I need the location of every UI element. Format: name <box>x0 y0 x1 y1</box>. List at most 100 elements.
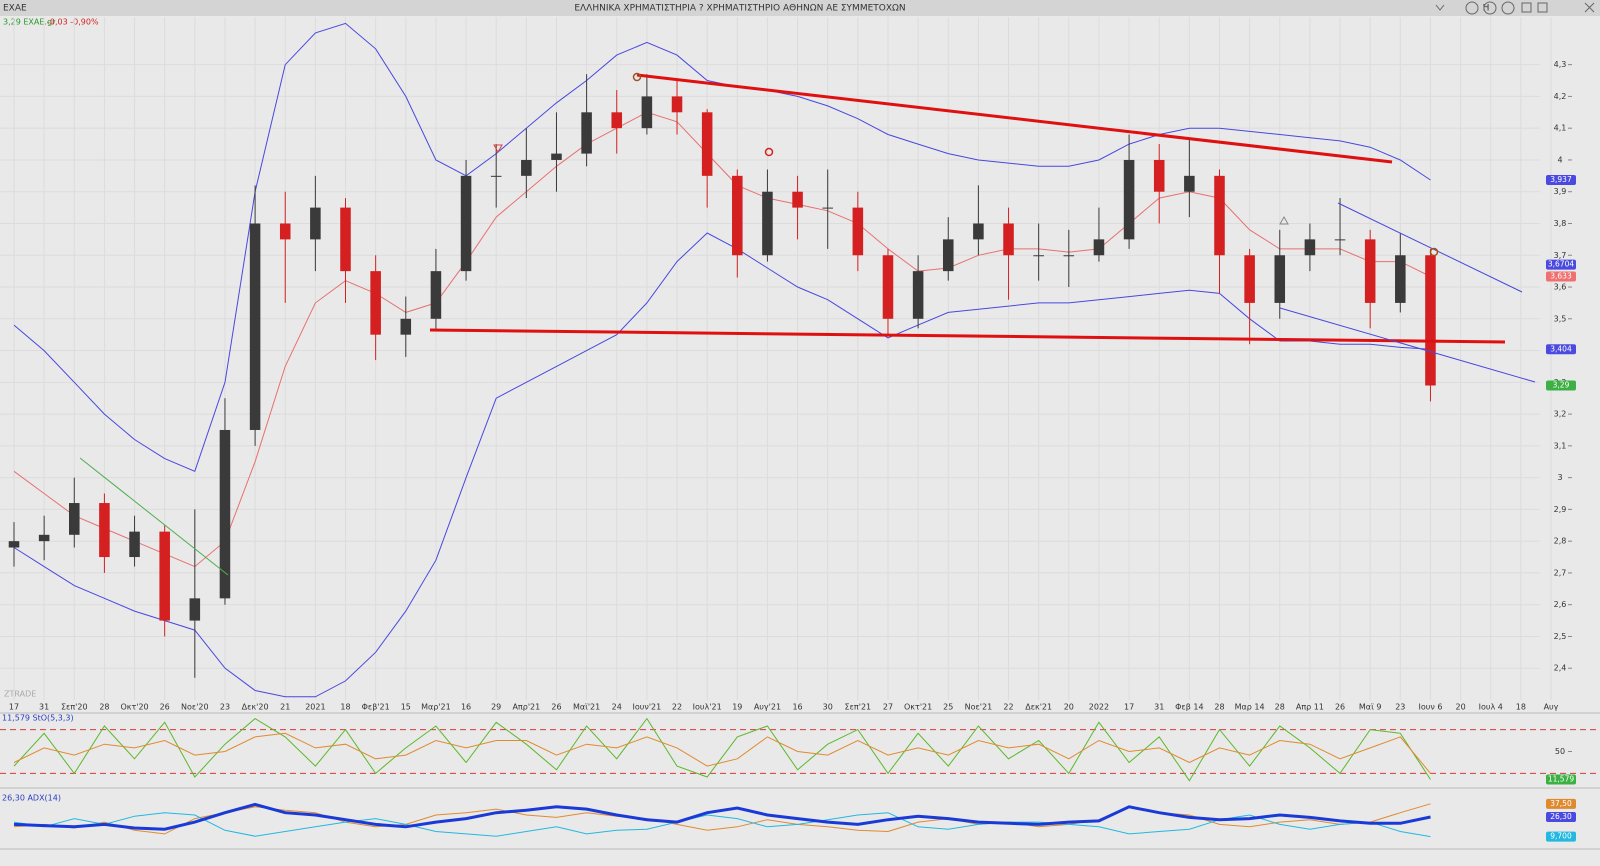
candle-body <box>189 598 201 621</box>
price-tag <box>1546 380 1576 391</box>
trendline[interactable] <box>79 457 229 576</box>
candle-body <box>99 503 110 558</box>
candle-body <box>521 159 532 176</box>
trendline[interactable] <box>1279 307 1536 383</box>
candle-body <box>882 255 894 319</box>
trendline[interactable] <box>1337 202 1523 293</box>
price-tag-label: 9,700 <box>1550 832 1572 841</box>
candle-body <box>1033 255 1044 257</box>
candle-body <box>1274 255 1286 303</box>
x-tick-label: 19 <box>732 703 742 712</box>
window-title: ΕΛΛΗΝΙΚΑ ΧΡΗΜΑΤΙΣΤΗΡΙΑ ? ΧΡΗΜΑΤΙΣΤΗΡΙΟ Α… <box>574 4 905 14</box>
signal-icon[interactable] <box>1429 247 1439 257</box>
indicator-line <box>13 717 1431 782</box>
y-tick-label: 50 <box>1555 747 1565 756</box>
y-tick-label: 3,9 <box>1554 187 1567 196</box>
candle-body <box>973 223 984 240</box>
icon[interactable] <box>1483 1 1497 15</box>
dropdown-icon[interactable] <box>1435 4 1445 11</box>
x-tick-label: 16 <box>461 703 471 712</box>
candle-body <box>581 112 592 154</box>
candle-body <box>1063 255 1075 257</box>
maximize-icon[interactable] <box>1537 2 1548 13</box>
x-tick-label: Μαρ 14 <box>1235 703 1265 712</box>
candle-body <box>8 541 20 548</box>
signal-icon[interactable] <box>1279 215 1289 225</box>
price-tag-label: 3,404 <box>1550 344 1572 353</box>
candle-body <box>1003 223 1014 256</box>
x-tick-label: 31 <box>39 703 49 712</box>
price-tag <box>1546 831 1576 842</box>
x-tick-label: Ιουν 6 <box>1418 703 1442 712</box>
candle-body <box>370 271 381 335</box>
price-tag <box>1546 271 1576 282</box>
x-tick-label: 24 <box>612 703 622 712</box>
indicator-line <box>13 802 1431 831</box>
window-icons <box>1435 1 1595 15</box>
candle-body <box>1153 159 1165 192</box>
symbol: EXAE <box>3 4 27 14</box>
candle-body <box>400 318 412 335</box>
price-tag-label: 11,579 <box>1548 775 1574 784</box>
x-tick-label: Απρ'21 <box>512 703 540 712</box>
x-tick-label: 20 <box>1064 703 1074 712</box>
y-tick-label: 2,9 <box>1554 505 1567 514</box>
x-tick-label: Μαϊ 9 <box>1359 703 1382 712</box>
x-tick-label: 2021 <box>305 703 325 712</box>
price-tag-label: 3,937 <box>1550 175 1572 184</box>
x-tick-label: 26 <box>551 703 561 712</box>
x-tick-label: 23 <box>220 703 230 712</box>
candle-body <box>129 531 140 558</box>
candle-body <box>701 112 713 176</box>
candle-body <box>1425 255 1436 386</box>
icon[interactable] <box>1501 1 1515 15</box>
icon[interactable] <box>1465 1 1479 15</box>
trendline[interactable] <box>636 73 1393 164</box>
toolbar-button[interactable]: H <box>1483 4 1490 14</box>
x-tick-label: 2022 <box>1089 703 1109 712</box>
x-tick-label: 18 <box>340 703 350 712</box>
signal-icon[interactable] <box>493 144 503 154</box>
candle-body <box>460 175 472 272</box>
price-tag-label: 26,30 <box>1550 812 1572 821</box>
candle-body <box>852 207 864 256</box>
x-tick-label: Ιουν'21 <box>633 703 662 712</box>
candle-body <box>1214 175 1225 256</box>
price-tag-label: 3,633 <box>1550 272 1572 281</box>
y-tick-label: 4,3 <box>1554 60 1567 69</box>
candle-body <box>762 191 773 256</box>
watermark: ZTRADE <box>4 690 36 699</box>
x-tick-label: Μαϊ'21 <box>573 703 600 712</box>
drawings <box>79 72 1536 576</box>
x-tick-label: 23 <box>1395 703 1405 712</box>
x-tick-label: 26 <box>160 703 170 712</box>
close-icon[interactable] <box>1584 2 1595 13</box>
signal-icon[interactable] <box>632 72 642 82</box>
candle-body <box>671 96 683 113</box>
x-tick-label: 28 <box>99 703 109 712</box>
x-tick-label: 20 <box>1455 703 1465 712</box>
quote: 3,29 EXAE.gr <box>3 18 56 27</box>
x-tick-label: 28 <box>1214 703 1224 712</box>
x-tick-label: Σεπ'21 <box>845 703 872 712</box>
candle-body <box>430 271 442 319</box>
y-tick-label: 3,5 <box>1554 314 1567 323</box>
change: -0,03 -0,90% <box>47 18 99 27</box>
candle-body <box>340 207 351 272</box>
x-tick-label: 28 <box>1275 703 1285 712</box>
candle-body <box>551 153 562 160</box>
trendline[interactable] <box>429 328 1506 344</box>
price-tag-label: 3,29 <box>1553 381 1570 390</box>
y-tick-label: 4 <box>1557 155 1562 164</box>
candle-body <box>1184 175 1195 192</box>
x-tick-label: 27 <box>883 703 893 712</box>
candle-body <box>1364 239 1376 303</box>
title-bar <box>0 0 1600 16</box>
candle-body <box>912 271 924 319</box>
x-tick-label: 25 <box>943 703 953 712</box>
restore-icon[interactable] <box>1521 2 1532 13</box>
candle-body <box>490 175 502 177</box>
signal-icon[interactable] <box>764 147 774 157</box>
